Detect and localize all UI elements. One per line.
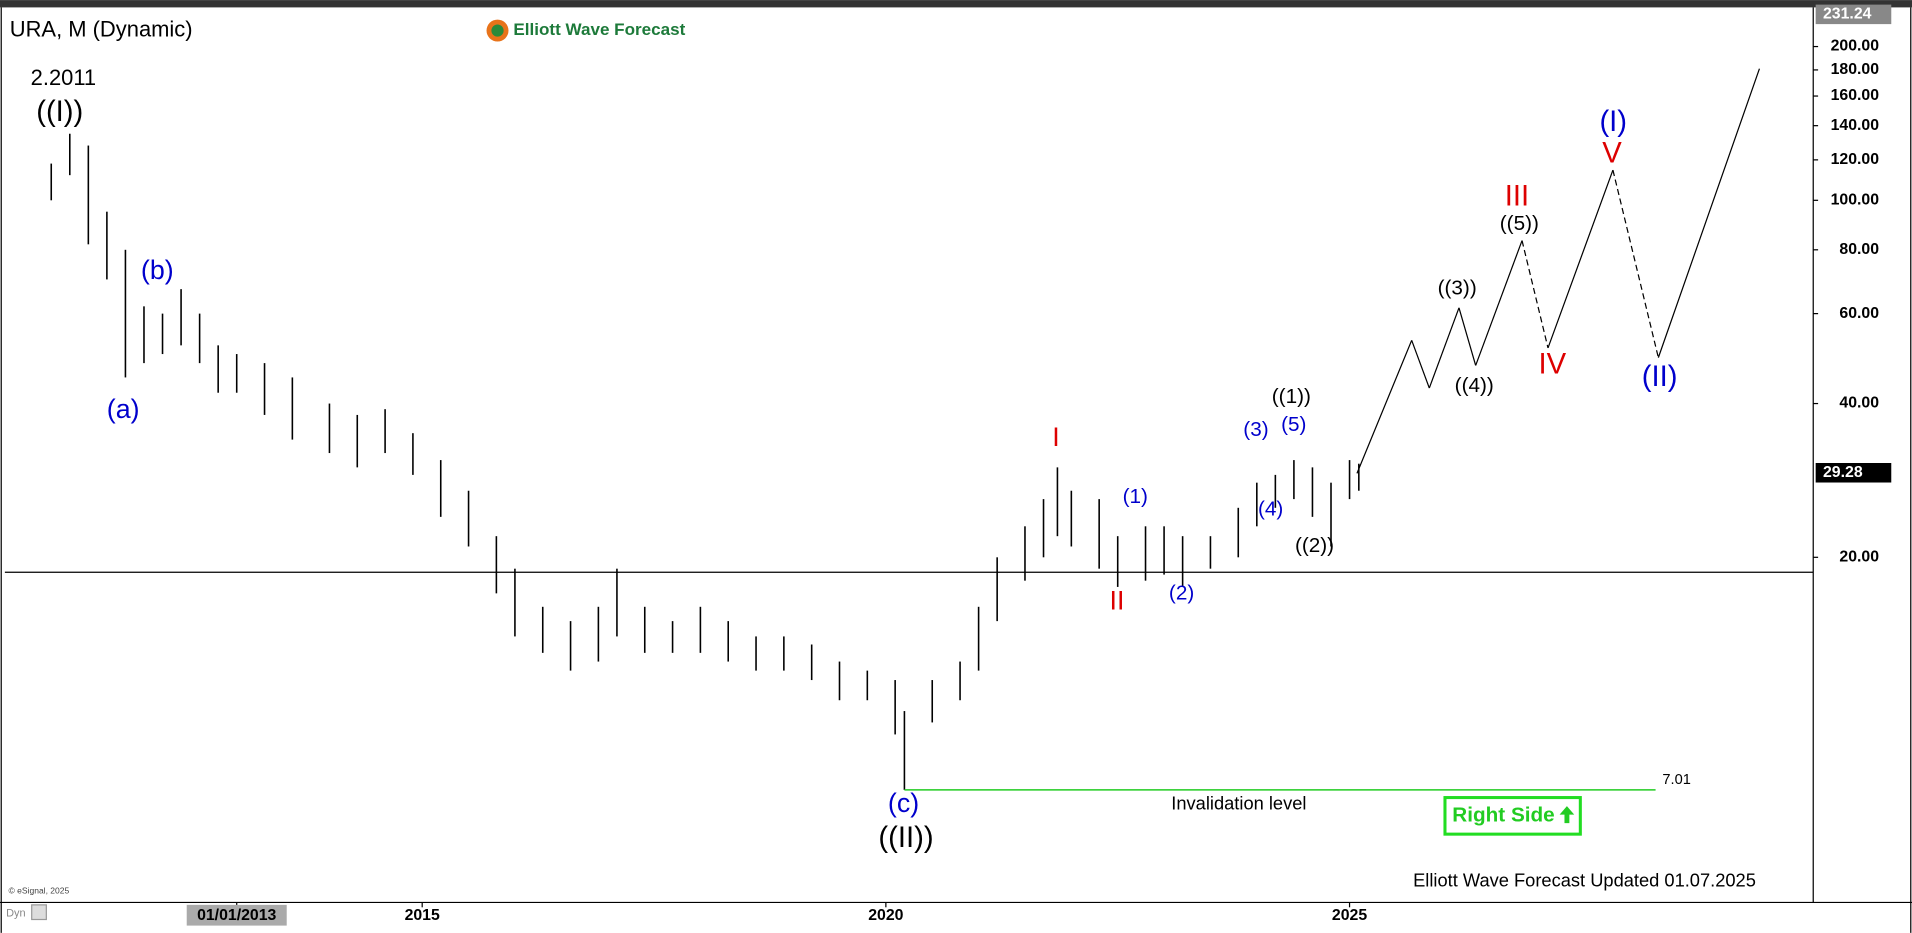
wave-label: (4)	[1258, 497, 1283, 520]
x-tick-label: 2015	[405, 907, 440, 924]
projection-segment	[1458, 307, 1477, 366]
wave-label: V	[1602, 138, 1622, 170]
last-price-box	[1815, 463, 1892, 483]
badge-box	[1443, 796, 1582, 836]
invalidation-label: Invalidation level	[1171, 792, 1306, 813]
wave-label: ((II))	[878, 822, 933, 854]
mode-label: Dyn	[6, 907, 26, 919]
y-tick-label: 120.00	[1831, 151, 1880, 168]
y-tick-label: 80.00	[1839, 241, 1879, 258]
logo-icon-inner	[491, 24, 504, 37]
mode-icon[interactable]	[31, 904, 47, 921]
brand-logo: Elliott Wave Forecast	[486, 19, 686, 42]
badge-text: Right Side	[1452, 803, 1554, 826]
wave-label: (c)	[888, 788, 919, 818]
y-tick-label: 20.00	[1839, 548, 1879, 565]
projection-segment	[1657, 68, 1761, 358]
projection-segment	[1547, 169, 1614, 349]
last-price-label: 29.28	[1823, 464, 1863, 481]
y-tick-label: 180.00	[1831, 61, 1880, 78]
wave-label: (I)	[1599, 106, 1627, 138]
x-tick-label: 2025	[1332, 907, 1367, 924]
wave-label: (2)	[1169, 581, 1194, 604]
chart-title: URA, M (Dynamic)	[10, 16, 193, 41]
wave-label: ((1))	[1272, 385, 1311, 408]
projection-segment	[1356, 340, 1413, 474]
projection-segment	[1411, 340, 1430, 389]
right-side-badge: Right Side	[1443, 796, 1582, 836]
projection-segment	[1521, 240, 1549, 349]
y-tick-label: 200.00	[1831, 38, 1880, 55]
wave-label: (II)	[1642, 361, 1678, 393]
wave-label: II	[1110, 586, 1125, 616]
top-frame	[0, 0, 1912, 8]
wave-label: (1)	[1123, 485, 1148, 508]
y-tick-label: 60.00	[1839, 305, 1879, 322]
wave-label: ((2))	[1295, 534, 1334, 557]
copyright: © eSignal, 2025	[9, 886, 70, 896]
wave-label: (5)	[1281, 413, 1306, 436]
y-tick-label: 140.00	[1831, 117, 1880, 134]
wave-label: (b)	[141, 255, 174, 285]
brand-text: Elliott Wave Forecast	[513, 20, 685, 39]
y-tick-label: 100.00	[1831, 191, 1880, 208]
wave-label: ((3))	[1438, 277, 1477, 300]
y-tick-label: 40.00	[1839, 395, 1879, 412]
top-price-label: 231.24	[1823, 6, 1872, 23]
top-price-box	[1815, 4, 1892, 25]
y-tick-label: 160.00	[1831, 87, 1880, 104]
wave-label: I	[1052, 422, 1059, 452]
wave-label: IV	[1538, 349, 1566, 381]
projection-segment	[1612, 169, 1659, 358]
projection-segment	[1428, 307, 1460, 389]
wave-label: (3)	[1243, 418, 1268, 441]
invalidation-value: 7.01	[1662, 772, 1690, 788]
projection-segment	[1475, 240, 1523, 366]
wave-label: III	[1505, 180, 1529, 212]
footer-text: Elliott Wave Forecast Updated 01.07.2025	[1413, 870, 1756, 891]
x-tick-highlight	[186, 904, 287, 926]
wave-label: ((4))	[1455, 374, 1494, 397]
x-tick-label: 01/01/2013	[197, 907, 276, 924]
wave-label: 2.2011	[31, 65, 96, 90]
wave-label: ((5))	[1500, 212, 1539, 235]
wave-label: (a)	[107, 394, 140, 424]
wave-label: ((I))	[36, 96, 83, 128]
x-tick-label: 2020	[868, 907, 903, 924]
